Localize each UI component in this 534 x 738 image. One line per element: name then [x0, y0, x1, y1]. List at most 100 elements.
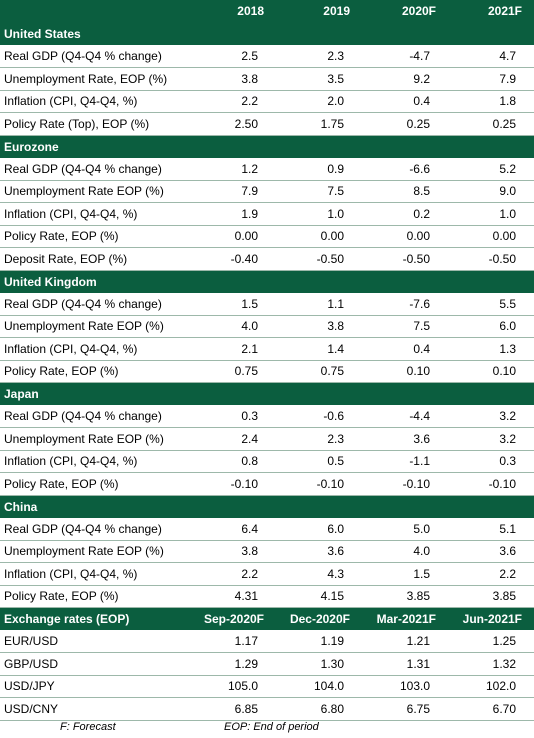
- fx-label: EUR/USD: [0, 630, 190, 653]
- period-header: Dec-2020F: [276, 607, 362, 630]
- row-value: 4.7: [448, 45, 534, 68]
- year-header: 2021F: [448, 0, 534, 23]
- forecast-table: 2018 2019 2020F 2021F United States Real …: [0, 0, 534, 721]
- row-value: 0.75: [276, 360, 362, 383]
- row-value: -1.1: [362, 450, 448, 473]
- table-row: Policy Rate (Top), EOP (%) 2.50 1.75 0.25 0.…: [0, 112, 534, 136]
- row-value: -0.10: [276, 472, 362, 496]
- row-value: 5.5: [448, 292, 534, 316]
- row-value: 3.2: [448, 427, 534, 451]
- row-value: 1.2: [190, 157, 276, 181]
- row-value: 7.9: [448, 67, 534, 91]
- fx-value: 1.25: [448, 630, 534, 653]
- row-value: 1.4: [276, 337, 362, 361]
- row-value: 0.00: [448, 225, 534, 248]
- table-row: Inflation (CPI, Q4-Q4, %) 2.2 2.0 0.4 1.8: [0, 90, 534, 113]
- row-value: 1.75: [276, 112, 362, 136]
- row-value: 0.10: [362, 360, 448, 383]
- row-value: 0.2: [362, 202, 448, 226]
- row-value: 3.85: [362, 585, 448, 608]
- row-label: Policy Rate, EOP (%): [0, 472, 190, 496]
- row-value: 6.4: [190, 517, 276, 541]
- row-label: Inflation (CPI, Q4-Q4, %): [0, 202, 190, 226]
- period-header: Mar-2021F: [362, 607, 448, 630]
- table-row: Unemployment Rate, EOP (%) 3.8 3.5 9.2 7.9: [0, 67, 534, 91]
- fx-value: 1.19: [276, 630, 362, 653]
- table-row: Real GDP (Q4-Q4 % change) 6.4 6.0 5.0 5.1: [0, 517, 534, 541]
- row-value: 5.1: [448, 517, 534, 541]
- row-value: 3.2: [448, 405, 534, 428]
- fx-row: GBP/USD 1.29 1.30 1.31 1.32: [0, 652, 534, 676]
- fx-value: 1.30: [276, 652, 362, 676]
- fx-row: USD/CNY 6.85 6.80 6.75 6.70: [0, 697, 534, 721]
- fx-value: 1.21: [362, 630, 448, 653]
- table-row: Policy Rate, EOP (%) 4.31 4.15 3.85 3.85: [0, 585, 534, 608]
- table-row: Real GDP (Q4-Q4 % change) 1.2 0.9 -6.6 5.2: [0, 157, 534, 181]
- footnote-forecast: F: Forecast: [60, 721, 116, 733]
- row-value: 6.0: [276, 517, 362, 541]
- fx-value: 1.31: [362, 652, 448, 676]
- row-value: -0.10: [362, 472, 448, 496]
- row-value: 2.1: [190, 337, 276, 361]
- row-value: 0.9: [276, 157, 362, 181]
- row-value: 0.5: [276, 450, 362, 473]
- row-value: 0.3: [448, 450, 534, 473]
- fx-value: 104.0: [276, 675, 362, 698]
- row-value: 5.0: [362, 517, 448, 541]
- row-value: 7.5: [362, 315, 448, 338]
- row-label: Inflation (CPI, Q4-Q4, %): [0, 337, 190, 361]
- forecast-table-body: 2018 2019 2020F 2021F United States Real …: [0, 0, 534, 721]
- row-label: Real GDP (Q4-Q4 % change): [0, 292, 190, 316]
- section-title: China: [0, 495, 534, 518]
- row-value: 3.5: [276, 67, 362, 91]
- row-label: Policy Rate, EOP (%): [0, 585, 190, 608]
- row-value: 1.3: [448, 337, 534, 361]
- row-value: -0.6: [276, 405, 362, 428]
- row-label: Inflation (CPI, Q4-Q4, %): [0, 90, 190, 113]
- row-value: 0.4: [362, 90, 448, 113]
- table-row: Policy Rate, EOP (%) 0.75 0.75 0.10 0.10: [0, 360, 534, 383]
- table-row: Real GDP (Q4-Q4 % change) 0.3 -0.6 -4.4 3.2: [0, 405, 534, 428]
- table-row: Unemployment Rate EOP (%) 7.9 7.5 8.5 9.0: [0, 180, 534, 203]
- row-value: 2.3: [276, 45, 362, 68]
- row-value: 6.0: [448, 315, 534, 338]
- row-value: 1.0: [276, 202, 362, 226]
- row-value: -0.10: [448, 472, 534, 496]
- fx-value: 1.29: [190, 652, 276, 676]
- section-header-row: China: [0, 495, 534, 518]
- table-row: Inflation (CPI, Q4-Q4, %) 2.2 4.3 1.5 2.2: [0, 562, 534, 586]
- row-value: 4.31: [190, 585, 276, 608]
- row-value: 7.5: [276, 180, 362, 203]
- row-value: 0.8: [190, 450, 276, 473]
- fx-value: 6.75: [362, 697, 448, 721]
- row-value: 0.00: [362, 225, 448, 248]
- row-label: Unemployment Rate EOP (%): [0, 180, 190, 203]
- row-value: 0.10: [448, 360, 534, 383]
- row-value: 8.5: [362, 180, 448, 203]
- row-value: 2.0: [276, 90, 362, 113]
- row-value: 0.00: [190, 225, 276, 248]
- row-value: 3.85: [448, 585, 534, 608]
- table-row: Unemployment Rate EOP (%) 4.0 3.8 7.5 6.0: [0, 315, 534, 338]
- row-value: 4.15: [276, 585, 362, 608]
- footnote-eop: EOP: End of period: [224, 721, 319, 733]
- row-value: 3.8: [190, 67, 276, 91]
- year-header-row: 2018 2019 2020F 2021F: [0, 0, 534, 23]
- section-header-row: United Kingdom: [0, 270, 534, 293]
- row-value: 1.0: [448, 202, 534, 226]
- row-value: 2.5: [190, 45, 276, 68]
- table-row: Policy Rate, EOP (%) 0.00 0.00 0.00 0.00: [0, 225, 534, 248]
- table-row: Unemployment Rate EOP (%) 2.4 2.3 3.6 3.2: [0, 427, 534, 451]
- fx-value: 105.0: [190, 675, 276, 698]
- row-value: 3.6: [276, 540, 362, 563]
- row-label: Unemployment Rate EOP (%): [0, 315, 190, 338]
- fx-title: Exchange rates (EOP): [0, 607, 190, 630]
- row-label: Unemployment Rate EOP (%): [0, 427, 190, 451]
- section-header-row: Japan: [0, 382, 534, 405]
- section-title: United Kingdom: [0, 270, 534, 293]
- row-value: 1.5: [190, 292, 276, 316]
- row-value: 2.50: [190, 112, 276, 136]
- row-label: Inflation (CPI, Q4-Q4, %): [0, 450, 190, 473]
- header-label: [0, 0, 190, 23]
- row-value: 1.8: [448, 90, 534, 113]
